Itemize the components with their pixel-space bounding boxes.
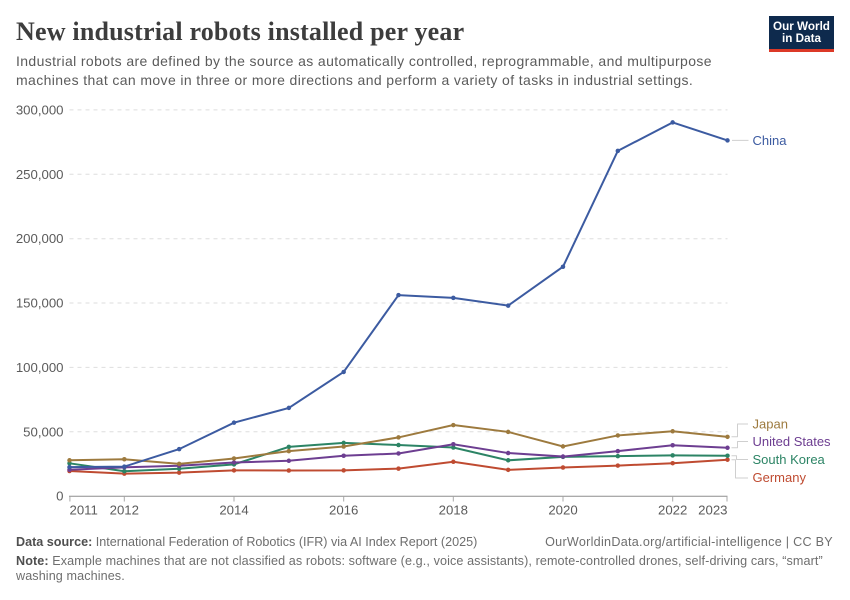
svg-text:Japan: Japan	[753, 417, 788, 432]
svg-text:2022: 2022	[658, 503, 687, 518]
svg-text:250,000: 250,000	[16, 167, 64, 182]
svg-text:2018: 2018	[439, 503, 468, 518]
svg-text:0: 0	[56, 489, 63, 504]
svg-text:2014: 2014	[219, 503, 248, 518]
svg-text:300,000: 300,000	[16, 102, 64, 117]
svg-text:2011: 2011	[70, 503, 98, 518]
svg-text:United States: United States	[753, 434, 832, 449]
svg-text:2020: 2020	[548, 503, 577, 518]
svg-text:50,000: 50,000	[23, 424, 63, 439]
svg-text:2012: 2012	[110, 503, 139, 518]
svg-text:Germany: Germany	[753, 470, 807, 485]
svg-text:China: China	[753, 133, 788, 148]
svg-text:2023: 2023	[698, 503, 727, 518]
svg-text:South Korea: South Korea	[753, 452, 826, 467]
svg-text:2016: 2016	[329, 503, 358, 518]
svg-text:100,000: 100,000	[16, 360, 64, 375]
svg-text:150,000: 150,000	[16, 296, 64, 311]
svg-text:200,000: 200,000	[16, 231, 64, 246]
